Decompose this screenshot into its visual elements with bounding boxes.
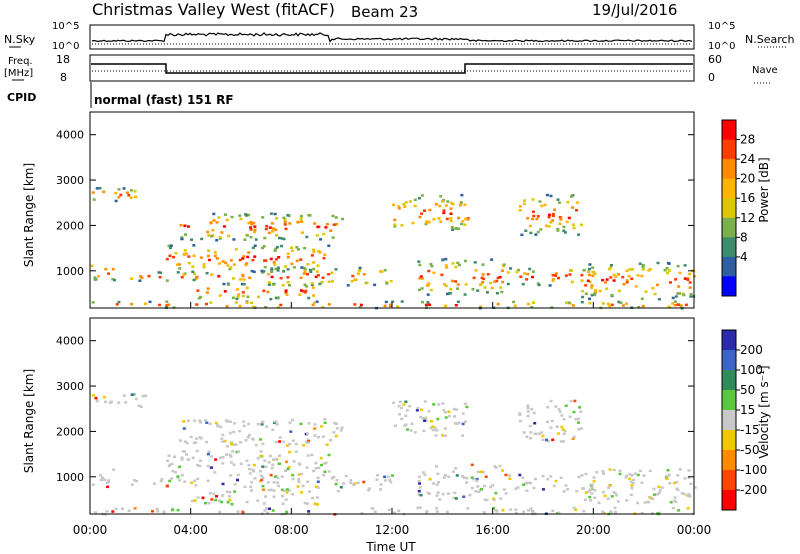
- colorbar-swatch: [722, 198, 736, 219]
- colorbar-swatch: [722, 256, 736, 277]
- colorbar-tick-label: -100: [740, 463, 767, 477]
- colorbar-swatch: [722, 350, 736, 371]
- x-tick-label: 04:00: [173, 523, 208, 537]
- date-title: 19/Jul/2016: [592, 1, 677, 19]
- colorbar-swatch: [722, 159, 736, 180]
- power-ylabel: Slant Range [km]: [22, 163, 36, 267]
- cpid-label: CPID: [7, 91, 36, 104]
- x-tick-label: 16:00: [475, 523, 510, 537]
- colorbar-tick-label: 200: [740, 343, 763, 357]
- noise-panel: [89, 24, 695, 50]
- colorbar-tick-label: -50: [740, 443, 760, 457]
- x-tick-label: 12:00: [375, 523, 410, 537]
- colorbar-tick-label: -15: [740, 423, 760, 437]
- power-panel-frame: [89, 111, 695, 309]
- y-tick-label: 3000: [56, 380, 84, 393]
- colorbar-tick-label: 16: [740, 191, 755, 205]
- power-colorbar: 28 24 20 16 12 8 4: [721, 119, 755, 297]
- noise-tick-bottom-right: 10^0: [708, 41, 735, 52]
- colorbar-swatch: [722, 139, 736, 160]
- colorbar-tick-label: 15: [740, 403, 755, 417]
- colorbar-swatch: [722, 490, 736, 511]
- x-axis-label: Time UT: [365, 540, 416, 554]
- colorbar-swatch: [722, 178, 736, 199]
- y-tick-label: 2000: [56, 219, 84, 232]
- colorbar-tick-label: -200: [740, 483, 767, 497]
- station-title: Christmas Valley West (fitACF): [92, 0, 335, 19]
- colorbar-swatch: [722, 217, 736, 238]
- velocity-colorbar: 200 100 50 15 -15 -50 -100 -200: [721, 329, 767, 511]
- x-tick-label: 20:00: [576, 523, 611, 537]
- power-colorbar-label: Power [dB]: [757, 157, 771, 222]
- colorbar-swatch: [722, 390, 736, 411]
- colorbar-tick-label: 100: [740, 363, 763, 377]
- nsky-trace: [91, 32, 693, 45]
- colorbar-swatch: [722, 120, 736, 141]
- colorbar-swatch: [722, 450, 736, 471]
- colorbar-swatch: [722, 470, 736, 491]
- noise-tick-top-right: 10^5: [708, 21, 735, 32]
- noise-tick-top-left: 10^5: [52, 21, 79, 32]
- frequency-trace: [91, 63, 693, 74]
- velocity-heatmap: [91, 393, 697, 516]
- nsearch-label: N.Search: [745, 33, 795, 46]
- x-tick-label: 00:00: [677, 523, 712, 537]
- y-tick-label: 4000: [56, 335, 84, 348]
- nave-label: Nave: [752, 65, 778, 76]
- cpid-value: normal (fast) 151 RF: [94, 93, 234, 107]
- noise-tick-bottom-left: 10^0: [52, 41, 79, 52]
- colorbar-tick-label: 24: [740, 152, 755, 166]
- colorbar-swatch: [722, 430, 736, 451]
- nave-tick-top: 60: [708, 53, 722, 66]
- nsky-label: N.Sky: [4, 33, 36, 46]
- power-heatmap: [90, 187, 696, 310]
- y-tick-label: 2000: [56, 425, 84, 438]
- colorbar-tick-label: 4: [740, 250, 748, 264]
- nave-tick-bottom: 0: [708, 71, 715, 84]
- colorbar-tick-label: 12: [740, 211, 755, 225]
- y-tick-label: 1000: [56, 471, 84, 484]
- velocity-panel-frame: [89, 317, 695, 515]
- y-tick-label: 3000: [56, 174, 84, 187]
- freq-panel: [89, 54, 695, 82]
- colorbar-swatch: [722, 410, 736, 431]
- colorbar-tick-label: 8: [740, 230, 748, 244]
- x-tick-label: 00:00: [73, 523, 108, 537]
- colorbar-tick-label: 50: [740, 383, 755, 397]
- colorbar-swatch: [722, 276, 736, 297]
- freq-tick-top: 18: [56, 53, 70, 66]
- y-tick-label: 4000: [56, 129, 84, 142]
- x-tick-label: 08:00: [274, 523, 309, 537]
- colorbar-swatch: [722, 330, 736, 351]
- freq-label-line2: [MHz]: [4, 68, 33, 79]
- beam-title: Beam 23: [351, 3, 418, 21]
- freq-tick-bottom: 8: [60, 71, 67, 84]
- velocity-colorbar-label: Velocity [m s⁻¹]: [757, 365, 771, 458]
- y-tick-label: 1000: [56, 265, 84, 278]
- colorbar-swatch: [722, 370, 736, 391]
- colorbar-tick-label: 28: [740, 133, 755, 147]
- velocity-ylabel: Slant Range [km]: [22, 369, 36, 473]
- colorbar-tick-label: 20: [740, 172, 755, 186]
- colorbar-swatch: [722, 237, 736, 258]
- freq-label-line1: Freq.: [8, 56, 33, 67]
